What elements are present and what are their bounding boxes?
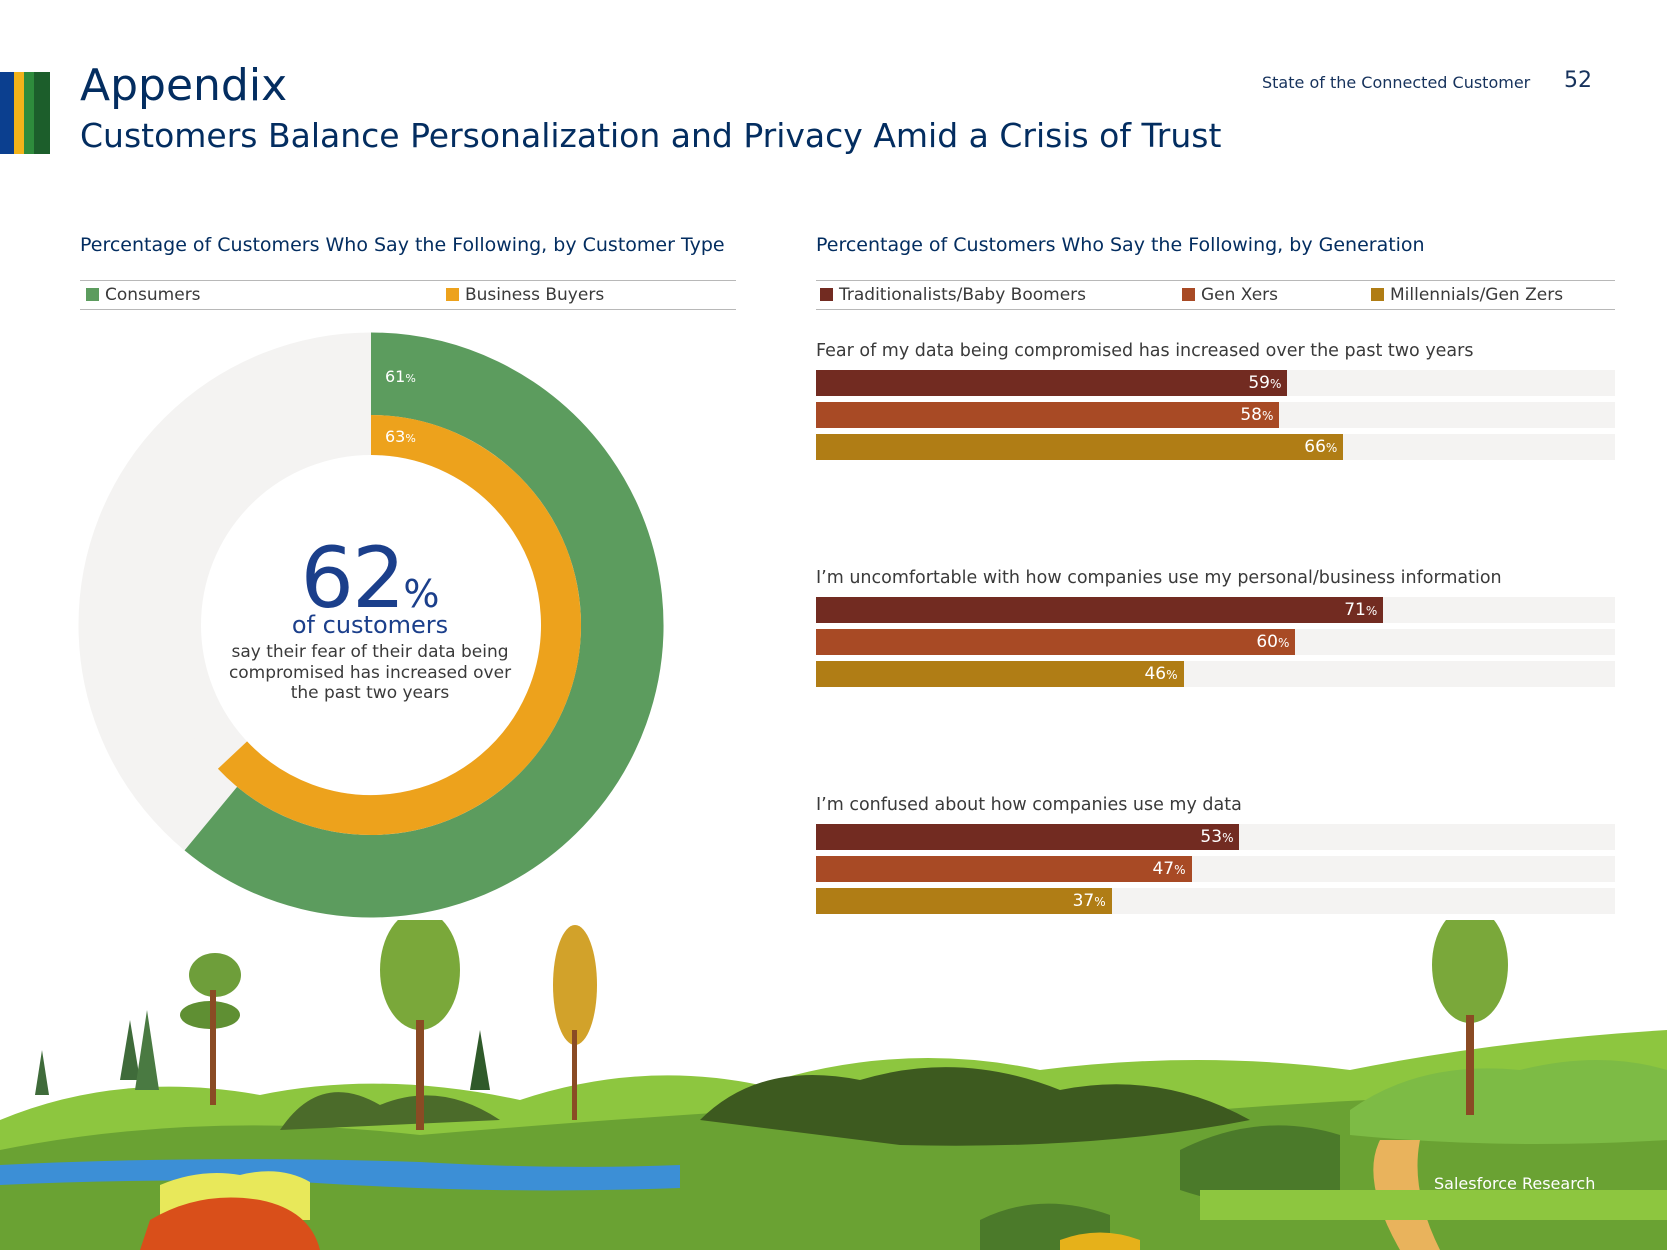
bar-value-unit-0-1: % <box>1262 409 1274 423</box>
bar-value-unit-2-0: % <box>1222 831 1234 845</box>
bar-track-0-2: 66% <box>816 434 1615 460</box>
bar-value-label-2-0: 53% <box>1200 827 1234 847</box>
bar-value-unit-0-2: % <box>1325 441 1338 455</box>
legend-label-millennials: Millennials/Gen Zers <box>1390 285 1564 305</box>
accent-stripe-darkgreen <box>34 72 50 154</box>
bar-value-label-2-1: 47% <box>1152 859 1186 879</box>
donut-value-label-1: 63% <box>385 427 416 446</box>
legend-item-traditionalists: Traditionalists/Baby Boomers <box>820 285 1086 305</box>
legend-label-consumers: Consumers <box>105 285 201 305</box>
bar-value-unit-1-0: % <box>1365 604 1378 618</box>
donut-arc-business-buyers <box>217 415 581 835</box>
bar-track-0-0: 59% <box>816 370 1615 396</box>
legend-item-gen-x: Gen Xers <box>1182 285 1278 305</box>
center-stat-subtitle: of customers <box>291 611 449 639</box>
accent-stripe-blue <box>0 72 14 154</box>
bar-value-unit-2-2: % <box>1094 895 1106 909</box>
accent-stripes <box>0 72 50 154</box>
bar-value-unit-0-0: % <box>1270 377 1282 391</box>
donut-chart: 61% 63% <box>78 332 664 918</box>
bar-question-1: I’m uncomfortable with how companies use… <box>816 568 1502 588</box>
page-number: 52 <box>1564 68 1592 93</box>
legend-swatch-gen-x <box>1182 288 1195 301</box>
bar-track-1-0: 71% <box>816 597 1615 623</box>
legend-item-consumers: Consumers <box>86 285 201 305</box>
bar-track-1-1: 60% <box>816 629 1615 655</box>
donut-value-label-0: 61% <box>385 367 416 386</box>
bar-question-2: I’m confused about how companies use my … <box>816 795 1242 815</box>
legend-item-millennials: Millennials/Gen Zers <box>1371 285 1563 305</box>
legend-label-business-buyers: Business Buyers <box>465 285 605 305</box>
bar-2-2: 37% <box>816 888 1112 914</box>
donut-arc-consumers <box>184 332 664 918</box>
legend-swatch-traditionalists <box>820 288 833 301</box>
bar-1-0: 71% <box>816 597 1384 623</box>
legend-swatch-consumers <box>86 288 99 301</box>
bar-track-2-0: 53% <box>816 824 1615 850</box>
bar-track-2-2: 37% <box>816 888 1615 914</box>
bar-2-1: 47% <box>816 856 1192 882</box>
bar-1-1: 60% <box>816 629 1296 655</box>
donut-chart-title: Percentage of Customers Who Say the Foll… <box>80 234 725 256</box>
bar-chart-title: Percentage of Customers Who Say the Foll… <box>816 234 1425 256</box>
legend-swatch-business-buyers <box>446 288 459 301</box>
bar-value-label-1-1: 60% <box>1256 632 1290 652</box>
bar-value-label-2-2: 37% <box>1072 891 1106 911</box>
bar-track-2-1: 47% <box>816 856 1615 882</box>
center-stat-description: say their fear of their data being compr… <box>228 642 512 704</box>
legend-swatch-millennials <box>1371 288 1384 301</box>
bar-track-0-1: 58% <box>816 402 1615 428</box>
bar-track-1-2: 46% <box>816 661 1615 687</box>
bar-value-label-0-1: 58% <box>1240 405 1274 425</box>
legend-label-gen-x: Gen Xers <box>1201 285 1278 305</box>
bar-legend: Traditionalists/Baby Boomers Gen Xers Mi… <box>816 280 1615 310</box>
legend-label-traditionalists: Traditionalists/Baby Boomers <box>839 285 1087 305</box>
bar-1-2: 46% <box>816 661 1184 687</box>
landscape-illustration <box>0 920 1667 1250</box>
bar-question-0: Fear of my data being compromised has in… <box>816 341 1474 361</box>
bar-0-2: 66% <box>816 434 1344 460</box>
bar-value-label-1-0: 71% <box>1344 600 1378 620</box>
donut-legend: Consumers Business Buyers <box>80 280 736 310</box>
legend-item-business-buyers: Business Buyers <box>446 285 604 305</box>
center-stat-value: 62 <box>300 529 406 627</box>
accent-stripe-yellow <box>14 72 24 154</box>
page-subtitle: Customers Balance Personalization and Pr… <box>80 116 1222 155</box>
bar-value-unit-1-1: % <box>1277 636 1290 650</box>
bar-value-unit-1-2: % <box>1166 668 1178 682</box>
bar-value-unit-2-1: % <box>1174 863 1186 877</box>
bar-value-label-0-2: 66% <box>1304 437 1338 457</box>
bar-0-0: 59% <box>816 370 1288 396</box>
report-name: State of the Connected Customer <box>1262 73 1531 92</box>
page-title: Appendix <box>80 60 288 111</box>
bar-value-label-1-2: 46% <box>1144 664 1178 684</box>
bar-2-0: 53% <box>816 824 1240 850</box>
donut-value-unit-1: % <box>405 432 415 445</box>
accent-stripe-green <box>24 72 34 154</box>
center-stat-unit: % <box>403 572 440 616</box>
donut-value-unit-0: % <box>405 372 415 385</box>
brand-footer: Salesforce Research <box>1434 1174 1596 1193</box>
bar-value-label-0-0: 59% <box>1248 373 1282 393</box>
bar-0-1: 58% <box>816 402 1280 428</box>
donut-center-stat: 62% of customers say their fear of their… <box>220 536 520 704</box>
